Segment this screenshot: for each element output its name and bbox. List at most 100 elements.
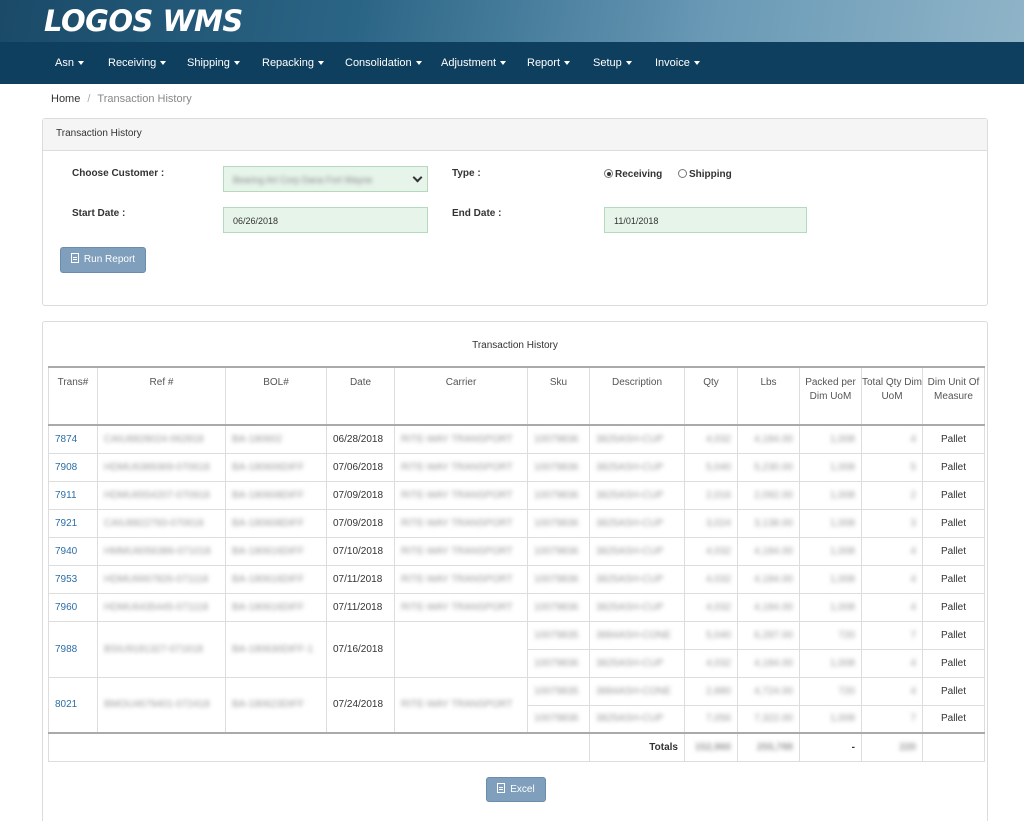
trans-link[interactable]: 7940 [48, 536, 98, 566]
lbs-cell: 4,184.00 [737, 564, 800, 594]
qty-cell: 5,040 [684, 620, 738, 650]
column-header[interactable]: Packed per Dim UoM [799, 366, 862, 426]
column-header[interactable]: BOL# [225, 366, 327, 426]
breadcrumb: Home / Transaction History [51, 93, 192, 105]
bol-cell: BA-180606DIFF [225, 452, 327, 482]
uom-cell: Pallet [922, 480, 985, 510]
trans-link[interactable]: 7911 [48, 480, 98, 510]
date-cell: 07/10/2018 [326, 536, 395, 566]
bol-cell: BA-180616DIFF [225, 536, 327, 566]
column-header[interactable]: Date [326, 366, 395, 426]
trans-link[interactable]: 7921 [48, 508, 98, 538]
column-header[interactable]: Sku [527, 366, 590, 426]
column-header[interactable]: Qty [684, 366, 738, 426]
document-icon [70, 253, 79, 263]
ref-cell: CAIU8828024-062818 [97, 424, 226, 454]
total-qty-cell: 4 [861, 564, 923, 594]
bol-cell: BA-180616DIFF [225, 592, 327, 622]
packed-cell: 1,008 [799, 564, 862, 594]
uom-cell: Pallet [922, 452, 985, 482]
table-row: 7908 HDMU6389369-070618 BA-180606DIFF 07/06… [48, 452, 985, 482]
bol-cell: BA-180623DIFF [225, 676, 327, 734]
caret-down-icon [77, 61, 84, 65]
nav-adjustment[interactable]: Adjustment [441, 42, 507, 84]
type-radio-shipping[interactable]: Shipping [678, 169, 732, 180]
trans-link[interactable]: 7960 [48, 592, 98, 622]
sku-cell: 10079836 [527, 564, 590, 594]
type-radio-receiving[interactable]: Receiving [604, 169, 662, 180]
ref-cell: CAIU8822793-070618 [97, 508, 226, 538]
radio-unchecked-icon[interactable] [678, 169, 687, 178]
table-row: 7988 BSIU9181327-071618 BA-180630DIFF-1 07/… [48, 620, 985, 678]
run-report-button[interactable]: Run Report [60, 247, 146, 273]
totals-qty: 152,960 [684, 732, 738, 762]
column-header[interactable]: Carrier [394, 366, 528, 426]
lbs-cell: 7,322.00 [737, 704, 800, 734]
lbs-cell: 5,230.00 [737, 452, 800, 482]
radio-checked-icon[interactable] [604, 169, 613, 178]
column-header[interactable]: Ref # [97, 366, 226, 426]
packed-cell: 720 [799, 620, 862, 650]
sku-cell: 10079836 [527, 592, 590, 622]
totals-total-qty: 220 [861, 732, 923, 762]
trans-link[interactable]: 7988 [48, 620, 98, 678]
nav-report[interactable]: Report [527, 42, 571, 84]
app-logo: LOGOS WMS [44, 4, 243, 38]
nav-setup[interactable]: Setup [593, 42, 632, 84]
nav-repacking[interactable]: Repacking [262, 42, 324, 84]
lbs-cell: 4,184.00 [737, 592, 800, 622]
nav-invoice[interactable]: Invoice [655, 42, 700, 84]
packed-cell: 1,008 [799, 648, 862, 678]
document-icon [497, 783, 506, 793]
column-header[interactable]: Total Qty Dim UoM [861, 366, 923, 426]
trans-link[interactable]: 7908 [48, 452, 98, 482]
ref-cell: HDMU6435445-071118 [97, 592, 226, 622]
end-date-value: 11/01/2018 [614, 216, 659, 226]
uom-cell: Pallet [922, 592, 985, 622]
end-date-label: End Date : [452, 208, 502, 219]
nav-shipping[interactable]: Shipping [187, 42, 240, 84]
table-row: 7940 HMMU6056386-071018 BA-180616DIFF 07/10… [48, 536, 985, 566]
date-cell: 07/09/2018 [326, 508, 395, 538]
column-header[interactable]: Description [589, 366, 685, 426]
totals-row: Totals 152,960 255,788-220 [48, 732, 985, 762]
date-cell: 06/28/2018 [326, 424, 395, 454]
description-cell: 3825ASH-CUP [589, 424, 685, 454]
packed-cell: 1,008 [799, 508, 862, 538]
sku-cell: 10079835 [527, 676, 590, 706]
excel-button[interactable]: Excel [486, 777, 546, 802]
trans-link[interactable]: 7874 [48, 424, 98, 454]
start-date-input[interactable]: 06/26/2018 [223, 207, 428, 233]
table-row: 7874 CAIU8828024-062818 BA-180602 06/28/201… [48, 424, 985, 454]
date-cell: 07/11/2018 [326, 592, 395, 622]
breadcrumb-home[interactable]: Home [51, 93, 81, 105]
trans-link[interactable]: 7953 [48, 564, 98, 594]
customer-select[interactable]: Bearing Art Corp Dana Fort Wayne [223, 166, 428, 192]
qty-cell: 7,056 [684, 704, 738, 734]
column-header[interactable]: Trans# [48, 366, 98, 426]
date-cell: 07/11/2018 [326, 564, 395, 594]
nav-consolidation[interactable]: Consolidation [345, 42, 422, 84]
end-date-input[interactable]: 11/01/2018 [604, 207, 807, 233]
top-header: LOGOS WMS [0, 0, 1024, 42]
trans-link[interactable]: 8021 [48, 676, 98, 734]
total-qty-cell: 4 [861, 592, 923, 622]
table-row: 7960 HDMU6435445-071118 BA-180616DIFF 07/11… [48, 592, 985, 622]
column-header[interactable]: Dim Unit Of Measure [922, 366, 985, 426]
carrier-cell: RITE-WAY TRANSPORT [394, 424, 528, 454]
carrier-cell: RITE-WAY TRANSPORT [394, 676, 528, 734]
carrier-cell: RITE-WAY TRANSPORT [394, 480, 528, 510]
uom-cell: Pallet [922, 424, 985, 454]
column-header[interactable]: Lbs [737, 366, 800, 426]
report-panel: Transaction History Trans# Ref # BOL# Da… [42, 321, 988, 821]
total-qty-cell: 3 [861, 508, 923, 538]
total-qty-cell: 7 [861, 704, 923, 734]
nav-receiving[interactable]: Receiving [108, 42, 167, 84]
table-row: 7953 HDMU6667826-071118 BA-180616DIFF 07/11… [48, 564, 985, 594]
nav-asn[interactable]: Asn [55, 42, 84, 84]
packed-cell: 1,008 [799, 704, 862, 734]
carrier-cell: RITE-WAY TRANSPORT [394, 536, 528, 566]
date-cell: 07/16/2018 [326, 620, 395, 678]
carrier-cell [394, 620, 528, 678]
qty-cell: 4,032 [684, 536, 738, 566]
